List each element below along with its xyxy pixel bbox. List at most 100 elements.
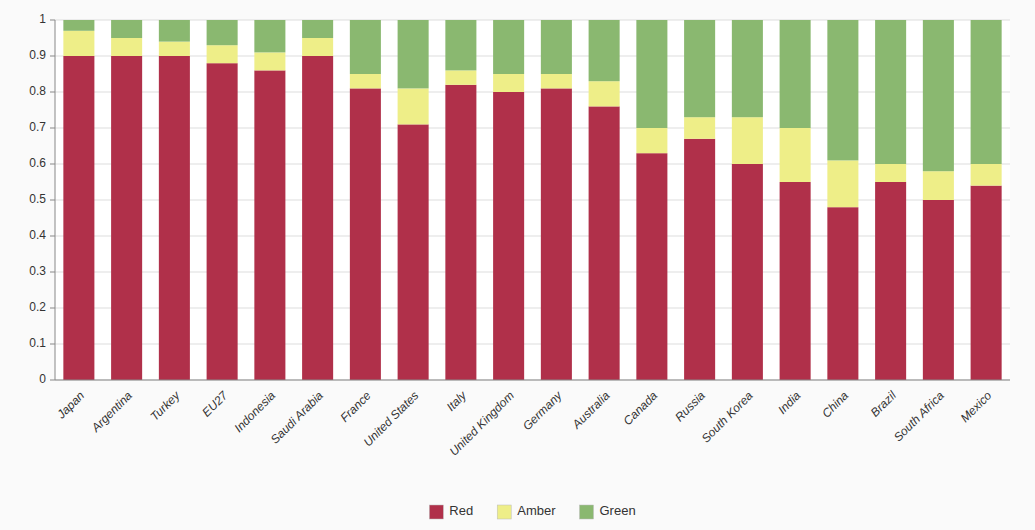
y-axis: 00.10.20.30.40.50.60.70.80.91: [29, 12, 55, 386]
y-tick-label: 0.4: [29, 228, 46, 242]
bar-segment: [923, 20, 954, 171]
grid-line: [55, 380, 1010, 381]
bar-segment: [493, 92, 524, 380]
y-tick-label: 0.7: [29, 120, 46, 134]
bar-segment: [493, 74, 524, 92]
bar-segment: [875, 182, 906, 380]
bar-segment: [684, 117, 715, 139]
bar-segment: [923, 200, 954, 380]
bar-segment: [684, 20, 715, 117]
bar-segment: [111, 38, 142, 56]
bar-segment: [875, 20, 906, 164]
tick-mark: [50, 272, 55, 273]
bar-segment: [971, 164, 1002, 186]
bar-segment: [63, 56, 94, 380]
bar-segment: [159, 56, 190, 380]
y-tick-label: 1: [39, 12, 46, 26]
bar-segment: [207, 63, 238, 380]
x-tick-label: United States: [361, 388, 422, 449]
bar-segment: [63, 31, 94, 56]
bar-segment: [207, 20, 238, 45]
bar-segment: [445, 85, 476, 380]
bar-segment: [398, 124, 429, 380]
tick-mark: [50, 200, 55, 201]
x-tick-label: Mexico: [958, 388, 995, 425]
tick-mark: [50, 92, 55, 93]
grid-line: [55, 92, 1010, 93]
x-tick-label: Russia: [672, 388, 708, 424]
y-tick-label: 0.9: [29, 48, 46, 62]
legend-swatch: [497, 505, 511, 519]
y-tick-label: 0.3: [29, 264, 46, 278]
tick-mark: [50, 164, 55, 165]
x-tick-label: Turkey: [148, 388, 184, 424]
bar-segment: [350, 74, 381, 88]
bar-segment: [636, 20, 667, 128]
bar-segment: [827, 207, 858, 380]
y-tick-label: 0.8: [29, 84, 46, 98]
bar-segment: [875, 164, 906, 182]
series: [63, 56, 1001, 380]
y-tick-label: 0.2: [29, 300, 46, 314]
x-tick-label: Japan: [53, 388, 87, 422]
grid-line: [55, 128, 1010, 129]
legend-item: Red: [429, 503, 473, 519]
y-tick-label: 0.5: [29, 192, 46, 206]
y-tick-label: 0.1: [29, 336, 46, 350]
bar-segment: [254, 20, 285, 52]
bar-segment: [350, 20, 381, 74]
x-axis: JapanArgentinaTurkeyEU27IndonesiaSaudi A…: [53, 388, 994, 459]
x-tick-label: Germany: [520, 388, 566, 434]
bar-segment: [636, 128, 667, 153]
tick-mark: [50, 308, 55, 309]
bar-segment: [971, 20, 1002, 164]
bar-segment: [302, 38, 333, 56]
x-tick-label: India: [775, 388, 804, 417]
bars: [63, 20, 1001, 380]
bar-segment: [398, 20, 429, 88]
bar-segment: [732, 164, 763, 380]
tick-mark: [50, 20, 55, 21]
x-tick-label: Saudi Arabia: [268, 388, 326, 446]
x-tick-label: EU27: [199, 388, 231, 420]
bar-segment: [493, 20, 524, 74]
grid-line: [55, 164, 1010, 165]
tick-mark: [50, 56, 55, 57]
bar-segment: [541, 20, 572, 74]
y-tick-label: 0: [39, 372, 46, 386]
bar-segment: [63, 20, 94, 31]
legend-swatch: [429, 505, 443, 519]
bar-segment: [398, 88, 429, 124]
x-tick-label: France: [337, 388, 374, 425]
grid-line: [55, 344, 1010, 345]
bar-segment: [827, 20, 858, 160]
chart-container: 00.10.20.30.40.50.60.70.80.91JapanArgent…: [0, 0, 1035, 530]
bar-segment: [732, 117, 763, 164]
bar-segment: [302, 20, 333, 38]
bar-segment: [589, 106, 620, 380]
x-tick-label: Indonesia: [232, 388, 279, 435]
bar-segment: [445, 70, 476, 84]
bar-segment: [254, 70, 285, 380]
x-tick-label: China: [819, 388, 851, 420]
bar-segment: [589, 20, 620, 81]
x-tick-label: Italy: [444, 388, 470, 414]
grid-line: [55, 308, 1010, 309]
bar-segment: [636, 153, 667, 380]
grid-line: [55, 200, 1010, 201]
tick-mark: [50, 344, 55, 345]
series: [63, 20, 1001, 171]
legend-label: Red: [449, 503, 473, 518]
tick-mark: [50, 236, 55, 237]
legend-label: Amber: [517, 503, 556, 518]
tick-mark: [50, 128, 55, 129]
bar-segment: [111, 56, 142, 380]
bar-segment: [732, 20, 763, 117]
x-tick-label: South Africa: [891, 388, 947, 444]
legend: RedAmberGreen: [429, 503, 635, 519]
grid-line: [55, 56, 1010, 57]
x-tick-label: United Kingdom: [447, 388, 517, 458]
bar-segment: [111, 20, 142, 38]
x-tick-label: Canada: [621, 388, 661, 428]
bar-segment: [589, 81, 620, 106]
